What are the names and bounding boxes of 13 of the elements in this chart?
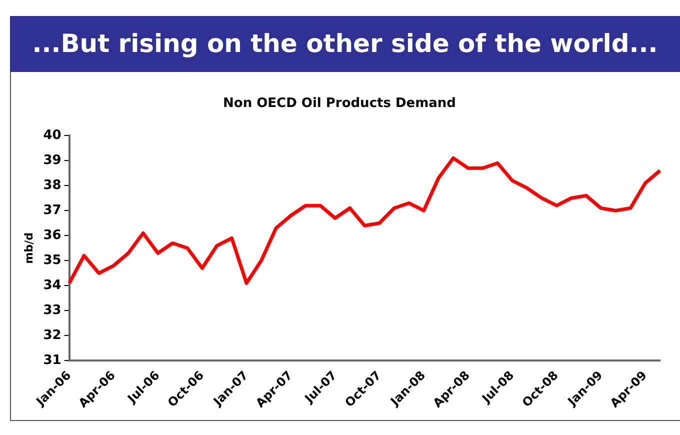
y-tick-label: 35 (43, 253, 62, 268)
y-axis-title: mb/d (22, 232, 36, 264)
y-tick-label: 37 (43, 202, 62, 218)
y-tick-label: 38 (43, 178, 62, 193)
y-tick-label: 40 (43, 128, 62, 143)
y-tick-label: 39 (43, 152, 62, 168)
y-tick-label: 34 (43, 278, 62, 294)
chart-subtitle: Non OECD Oil Products Demand (223, 96, 456, 112)
y-tick-label: 32 (43, 328, 62, 344)
y-tick-label: 31 (43, 353, 62, 368)
y-tick-label: 33 (43, 303, 62, 318)
chart-title: ...But rising on the other side of the world... (10, 16, 680, 72)
y-tick-label: 36 (43, 228, 62, 244)
